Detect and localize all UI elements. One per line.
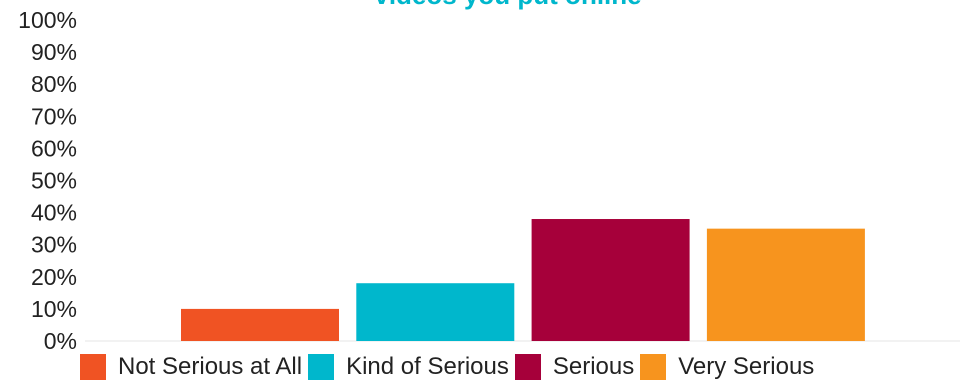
- legend-label-not-serious-at-all: Not Serious at All: [118, 353, 303, 380]
- y-tick-label: 40%: [31, 200, 77, 226]
- legend-label-serious: Serious: [552, 353, 635, 380]
- bar-kind-of-serious: [356, 283, 515, 341]
- bar-not-serious-at-all: [181, 308, 339, 341]
- legend-label-very-serious: Very Serious: [678, 353, 815, 380]
- legend-swatch-very-serious: [640, 354, 667, 380]
- legend-item-not-serious-at-all: Not Serious at All: [80, 353, 302, 381]
- legend-item-very-serious: Very Serious: [640, 353, 814, 381]
- y-tick-label: 0%: [44, 328, 77, 354]
- legend: Not Serious at All Kind of Serious Serio…: [80, 350, 820, 384]
- bar-very-serious: [706, 228, 865, 341]
- y-tick-label: 100%: [18, 7, 77, 33]
- legend-swatch-serious: [514, 354, 541, 380]
- y-tick-label: 10%: [31, 296, 77, 322]
- y-tick-label: 90%: [31, 39, 77, 65]
- legend-swatch-not-serious-at-all: [80, 354, 106, 380]
- legend-item-serious: Serious: [514, 353, 635, 381]
- chart-title: videos you put online: [374, 0, 641, 10]
- bar-serious: [531, 219, 690, 341]
- y-tick-label: 50%: [31, 168, 77, 194]
- y-tick-label: 70%: [31, 103, 77, 129]
- legend-item-kind-of-serious: Kind of Serious: [308, 353, 509, 381]
- legend-swatch-kind-of-serious: [308, 354, 335, 380]
- y-tick-label: 60%: [31, 135, 77, 161]
- legend-label-kind-of-serious: Kind of Serious: [346, 353, 509, 380]
- y-tick-label: 20%: [31, 264, 77, 290]
- y-tick-label: 80%: [31, 71, 77, 97]
- y-tick-label: 30%: [31, 232, 77, 258]
